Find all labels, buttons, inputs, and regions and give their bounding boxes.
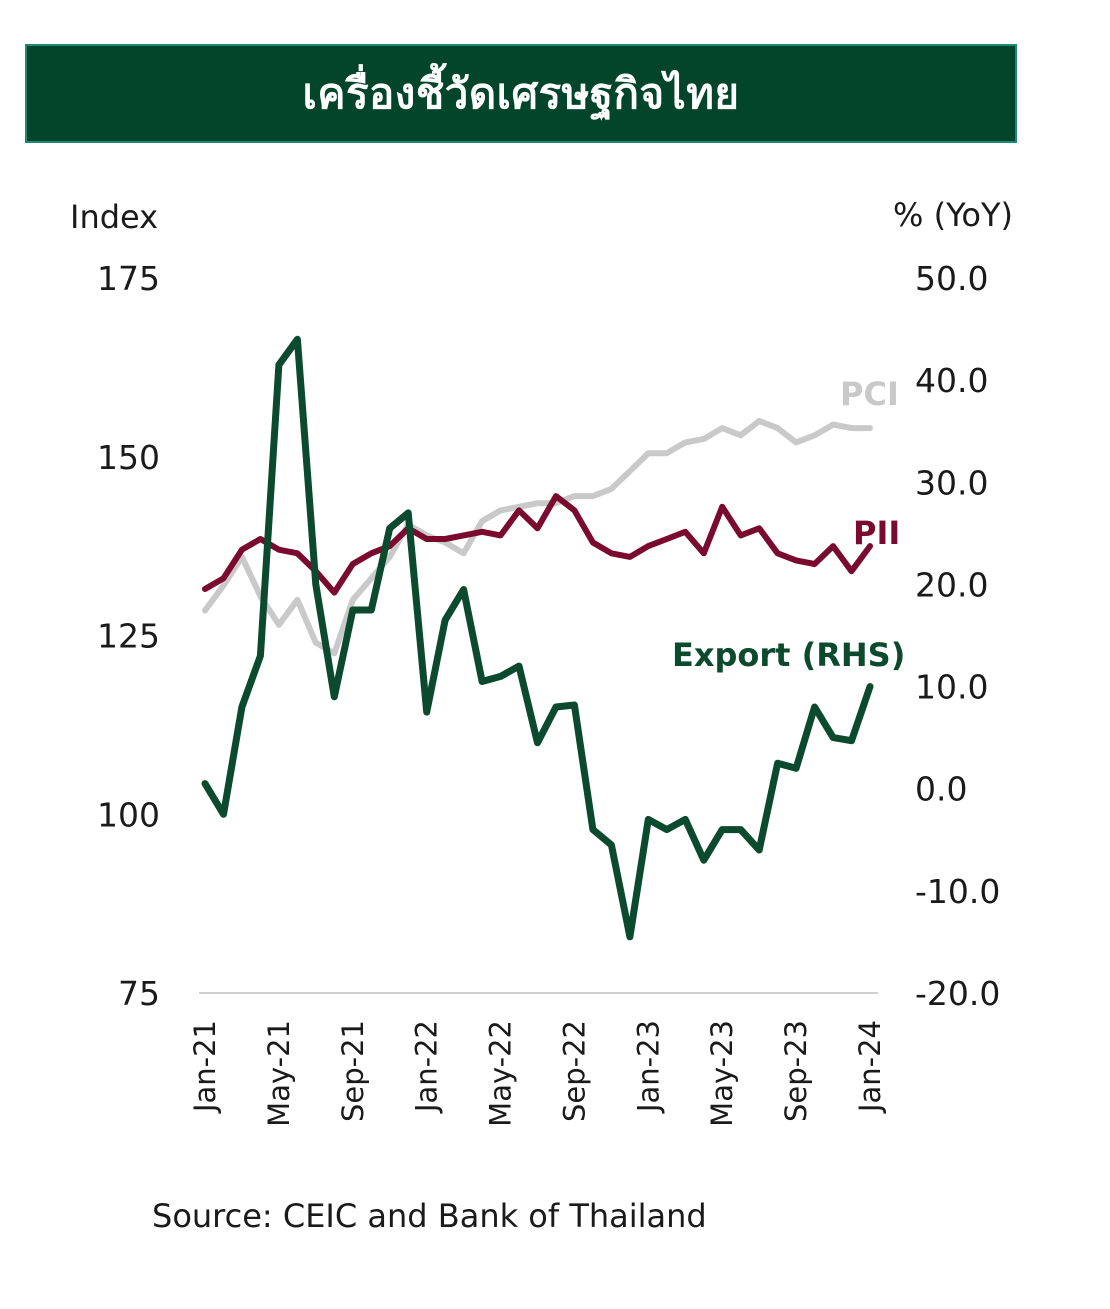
right-axis-label: % (YoY): [893, 196, 1013, 234]
x-tick-label: May-22: [484, 1020, 518, 1127]
series-line-pii: [202, 493, 873, 596]
x-tick-label: May-23: [705, 1020, 739, 1127]
right-tick-label: 50.0: [915, 259, 988, 298]
x-tick-label: Sep-23: [779, 1020, 813, 1122]
header-banner: เครื่องชี้วัดเศรษฐกิจไทย: [25, 44, 1017, 143]
left-tick-label: 150: [97, 438, 160, 477]
left-tick-label: 75: [118, 974, 160, 1013]
page-title: เครื่องชี้วัดเศรษฐกิจไทย: [302, 68, 740, 118]
x-tick-label: Sep-22: [557, 1020, 591, 1122]
right-tick-label: -10.0: [915, 872, 1000, 911]
right-tick-label: 20.0: [915, 565, 988, 604]
label-pii: PII: [853, 514, 900, 552]
right-tick-label: 40.0: [915, 361, 988, 400]
x-tick-label: Jan-23: [631, 1020, 665, 1114]
x-tick-label: Jan-21: [188, 1020, 222, 1114]
right-tick-label: 10.0: [915, 668, 988, 707]
left-tick-label: 125: [97, 617, 160, 656]
right-tick-label: -20.0: [915, 974, 1000, 1013]
x-tick-label: May-21: [262, 1020, 296, 1127]
left-tick-label: 100: [97, 795, 160, 834]
left-axis-label: Index: [70, 198, 158, 236]
label-pci: PCI: [840, 375, 899, 413]
series-line-export: [201, 335, 874, 941]
source-note: Source: CEIC and Bank of Thailand: [152, 1197, 707, 1235]
label-export: Export (RHS): [672, 636, 905, 674]
x-tick-label: Sep-21: [336, 1020, 370, 1122]
x-tick-label: Jan-24: [853, 1020, 887, 1114]
x-tick-label: Jan-22: [410, 1020, 444, 1114]
right-tick-label: 0.0: [915, 770, 967, 809]
series-line-pci: [202, 418, 873, 657]
left-tick-label: 175: [97, 259, 160, 298]
right-tick-label: 30.0: [915, 463, 988, 502]
